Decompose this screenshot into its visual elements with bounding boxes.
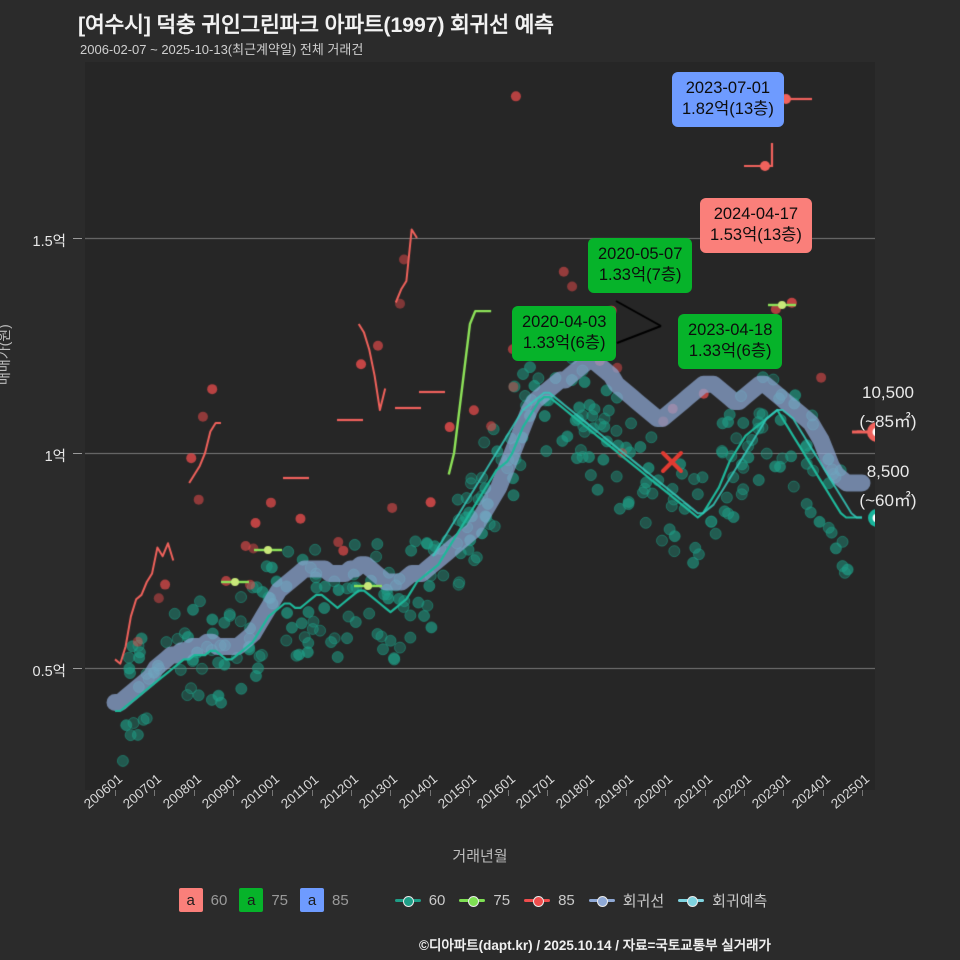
x-tick-mark [626,790,628,796]
x-tick-mark [232,790,234,796]
legend-marker-label: 회귀선 [622,892,665,910]
legend-marker-line [524,895,551,907]
chart-legend: a 60 a 75 a 85 60 75 85 회귀선 회귀예측 [0,888,960,912]
callout-date: 2023-07-01 [685,79,771,97]
y-tick-label-1: 1.5억 [32,234,67,250]
x-tick-mark [744,790,746,796]
legend-swatch-85[interactable]: a 85 [300,888,349,912]
chart-canvas [85,62,875,790]
x-tick-mark [390,790,392,796]
y-tick-label-3: 0.5억 [32,664,67,680]
legend-marker-line [394,895,421,907]
legend-marker-line [678,895,705,907]
x-tick-mark [822,790,824,796]
legend-swatch-75[interactable]: a 75 [239,888,288,912]
legend-marker-label: 85 [558,891,575,909]
x-tick-mark [783,790,785,796]
legend-marker-line [459,895,486,907]
x-tick-mark [586,790,588,796]
callout-date: 2020-04-03 [522,313,607,331]
legend-marker-회귀선[interactable]: 회귀선 [588,890,665,911]
x-tick-mark [272,790,274,796]
x-tick-mark [468,790,470,796]
x-tick-mark [508,790,510,796]
legend-marker-dot [403,895,415,907]
y-axis-label: 매매가(원) [0,324,12,385]
end-label-85-area: (~85㎡) [859,412,917,431]
callout-2023-07-01[interactable]: 2023-07-01 1.82억(13층) [672,72,784,128]
callout-value: 1.33억(7층) [598,266,682,285]
plot-area [85,62,875,790]
y-tick-dash-3 [73,668,82,669]
legend-marker-dot [686,895,698,907]
x-tick-mark [547,790,549,796]
callout-value: 1.82억(13층) [682,100,774,119]
legend-swatch-label: 75 [271,891,288,909]
callout-2020-04-03[interactable]: 2020-04-03 1.33억(6층) [512,306,617,362]
end-label-85-value: 10,500 [861,383,914,402]
y-tick-dash-2 [73,453,82,454]
x-tick-mark [154,790,156,796]
footer-text: ©디아파트(dapt.kr) / 2025.10.14 / 자료=국토교통부 실… [419,938,771,953]
legend-marker-label: 회귀예측 [712,892,768,910]
legend-swatch-group: a 60 a 75 a 85 [178,888,361,912]
legend-swatch-60[interactable]: a 60 [178,888,228,912]
page-title: [여수시] 덕충 귀인그린파크 아파트(1997) 회귀선 예측 [78,13,554,37]
callout-date: 2020-05-07 [598,245,683,263]
end-label-60-value: 8,500 [866,462,910,481]
x-tick-mark [704,790,706,796]
page-subtitle: 2006-02-07 ~ 2025-10-13(최근계약일) 전체 거래건 [80,42,364,57]
x-axis-label: 거래년월 [452,848,508,865]
x-tick-mark [311,790,313,796]
x-tick-mark [665,790,667,796]
callout-2020-05-07[interactable]: 2020-05-07 1.33억(7층) [588,238,693,294]
y-tick-dash-1 [73,238,82,239]
legend-marker-dot [467,895,479,907]
callout-value: 1.33억(6층) [522,334,606,353]
callout-value: 1.33억(6층) [688,342,772,361]
x-tick-mark [429,790,431,796]
legend-marker-60[interactable]: 60 [394,891,446,909]
legend-marker-dot [532,895,544,907]
legend-marker-75[interactable]: 75 [459,892,510,909]
y-tick-label-2: 1억 [44,449,66,465]
legend-swatch-label: 85 [332,891,349,909]
x-tick-mark [862,790,863,796]
legend-marker-회귀예측[interactable]: 회귀예측 [678,890,767,911]
legend-marker-85[interactable]: 85 [524,892,575,909]
legend-marker-label: 75 [493,891,511,909]
callout-2023-04-18[interactable]: 2023-04-18 1.33억(6층) [678,314,783,370]
legend-marker-group: 60 75 85 회귀선 회귀예측 [394,890,782,911]
callout-2024-04-17[interactable]: 2024-04-17 1.53억(13층) [700,198,812,254]
x-tick-mark [115,790,116,796]
x-tick-mark [350,790,352,796]
legend-swatch-box: a [300,888,324,912]
x-tick-mark [193,790,195,796]
end-label-60-area: (~60㎡) [859,491,917,510]
callout-date: 2024-04-17 [713,205,799,223]
footer-credit: ©디아파트(dapt.kr) / 2025.10.14 / 자료=국토교통부 실… [0,934,960,954]
legend-marker-line [588,895,615,907]
callout-date: 2023-04-18 [688,321,773,339]
legend-marker-label: 60 [428,891,446,909]
legend-marker-dot [597,895,609,907]
legend-swatch-box: a [239,888,264,912]
legend-swatch-box: a [178,888,203,912]
end-label-85: 10,500 (~85㎡) [859,383,916,432]
end-label-60: 8,500 (~60㎡) [859,462,916,511]
callout-value: 1.53억(13층) [710,226,802,245]
legend-swatch-label: 60 [210,891,228,909]
